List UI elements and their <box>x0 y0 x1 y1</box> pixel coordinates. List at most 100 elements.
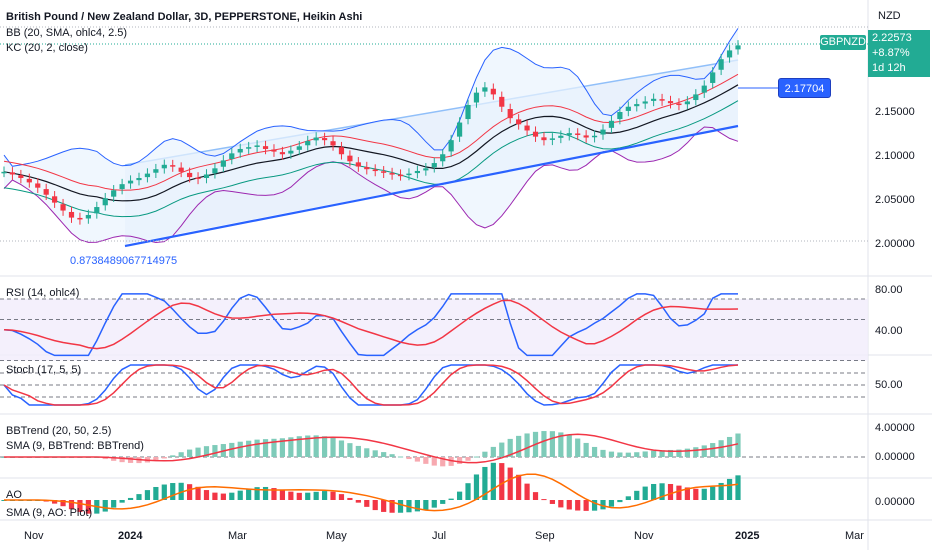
bbtrend-bar <box>591 446 598 457</box>
candle <box>262 146 269 149</box>
kc-legend[interactable]: KC (20, 2, close) <box>6 42 88 54</box>
candle <box>456 122 463 137</box>
ao-bar <box>161 484 167 500</box>
ao-sma-legend[interactable]: SMA (9, AO: Plot) <box>6 507 93 519</box>
bbtrend-bar <box>170 455 176 457</box>
candle <box>355 162 361 167</box>
bbtrend-bar <box>549 431 555 457</box>
rsi-legend[interactable]: RSI (14, ohlc4) <box>6 287 80 299</box>
candle <box>119 184 125 190</box>
basis-line <box>3 84 739 202</box>
ao-legend[interactable]: AO <box>6 489 22 501</box>
candle <box>68 211 75 218</box>
candle <box>726 50 733 58</box>
candle <box>575 133 581 135</box>
rsi-line <box>3 293 738 357</box>
ao-bar <box>499 463 505 500</box>
candle <box>43 189 49 195</box>
bbtrend-bar <box>600 449 606 457</box>
ao-bar <box>389 500 395 513</box>
candle <box>288 150 294 154</box>
ao-bar <box>490 462 496 500</box>
candle <box>710 72 716 83</box>
price-tick: 2.15000 <box>875 106 915 118</box>
bb-legend[interactable]: BB (20, SMA, ohlc4, 2.5) <box>6 27 128 39</box>
bbtrend-bar <box>271 438 277 457</box>
last-price-badge: 2.22573 +8.87% 1d 12h <box>868 30 930 77</box>
bbtrend-bar <box>448 457 454 466</box>
rsi-ma-line <box>3 299 739 350</box>
price-tick: 2.10000 <box>875 150 915 162</box>
bbtrend-bar <box>262 439 269 457</box>
ao-bar <box>693 488 699 500</box>
candle <box>94 207 100 214</box>
bbtrend-legend[interactable]: BBTrend (20, 50, 2.5) <box>6 425 112 437</box>
candle <box>195 177 201 179</box>
bbtrend-bar <box>642 451 648 457</box>
ao-bar <box>710 486 716 500</box>
kc-lower <box>3 100 739 218</box>
bbtrend-bar <box>246 440 252 457</box>
ao-bar <box>718 482 724 500</box>
ao-bar <box>68 500 75 510</box>
ao-bar <box>397 500 404 513</box>
bbtrend-bar <box>726 436 733 457</box>
candle <box>473 92 480 103</box>
ao-bar <box>651 483 657 500</box>
ao-bar <box>229 492 235 500</box>
ao-bar <box>364 500 370 507</box>
bbtrend-bar <box>406 457 412 460</box>
candle <box>465 104 471 120</box>
bbtrend-bar <box>651 450 657 457</box>
candle <box>397 174 404 177</box>
candle <box>701 85 707 93</box>
bbtrend-bar <box>659 450 665 457</box>
time-tick: Nov <box>634 530 654 542</box>
bbtrend-bar <box>516 435 522 457</box>
ao-bar <box>381 500 387 512</box>
candle <box>296 146 302 150</box>
ao-bar <box>330 491 336 500</box>
ao-bar <box>465 483 471 500</box>
bbtrend-bar <box>102 457 108 460</box>
bbtrend-sma-legend[interactable]: SMA (9, BBTrend: BBTrend) <box>6 440 144 452</box>
currency-label[interactable]: NZD <box>878 10 901 22</box>
bbtrend-bar <box>389 454 395 457</box>
ao-bar <box>414 500 421 512</box>
candle <box>693 94 699 101</box>
bbtrend-bar <box>625 452 631 457</box>
bbtrend-bar <box>305 435 311 457</box>
ao-bar <box>423 500 429 511</box>
bb-lower <box>3 126 739 244</box>
bbtrend-bar <box>431 457 437 466</box>
candle <box>558 135 564 138</box>
ao-bar <box>153 486 159 500</box>
stoch-legend[interactable]: Stoch (17, 5, 5) <box>6 364 82 376</box>
candle <box>566 133 572 136</box>
candle <box>431 163 437 168</box>
ao-bar <box>313 491 319 500</box>
ao-bar <box>473 474 480 500</box>
candle <box>9 172 16 175</box>
bbtrend-sma-line <box>4 433 739 464</box>
ao-bar <box>735 475 741 500</box>
ao-bar <box>262 486 269 500</box>
ao-bar <box>634 490 640 500</box>
candle <box>254 145 260 147</box>
candle <box>659 99 665 101</box>
candle <box>313 137 319 141</box>
ao-bar <box>111 500 117 508</box>
ao-bar <box>456 491 463 500</box>
stoch-tick: 50.00 <box>875 379 903 391</box>
bb-fill <box>4 28 738 243</box>
bbtrend-bar <box>364 448 370 457</box>
bbtrend-bar <box>676 449 682 457</box>
candle <box>203 174 210 178</box>
ao-bar <box>203 490 210 500</box>
candle <box>625 106 631 111</box>
ao-bar <box>127 497 134 500</box>
candle <box>237 148 243 153</box>
bbtrend-bar <box>575 438 581 457</box>
price-line-label[interactable]: 2.17704 <box>778 78 831 98</box>
